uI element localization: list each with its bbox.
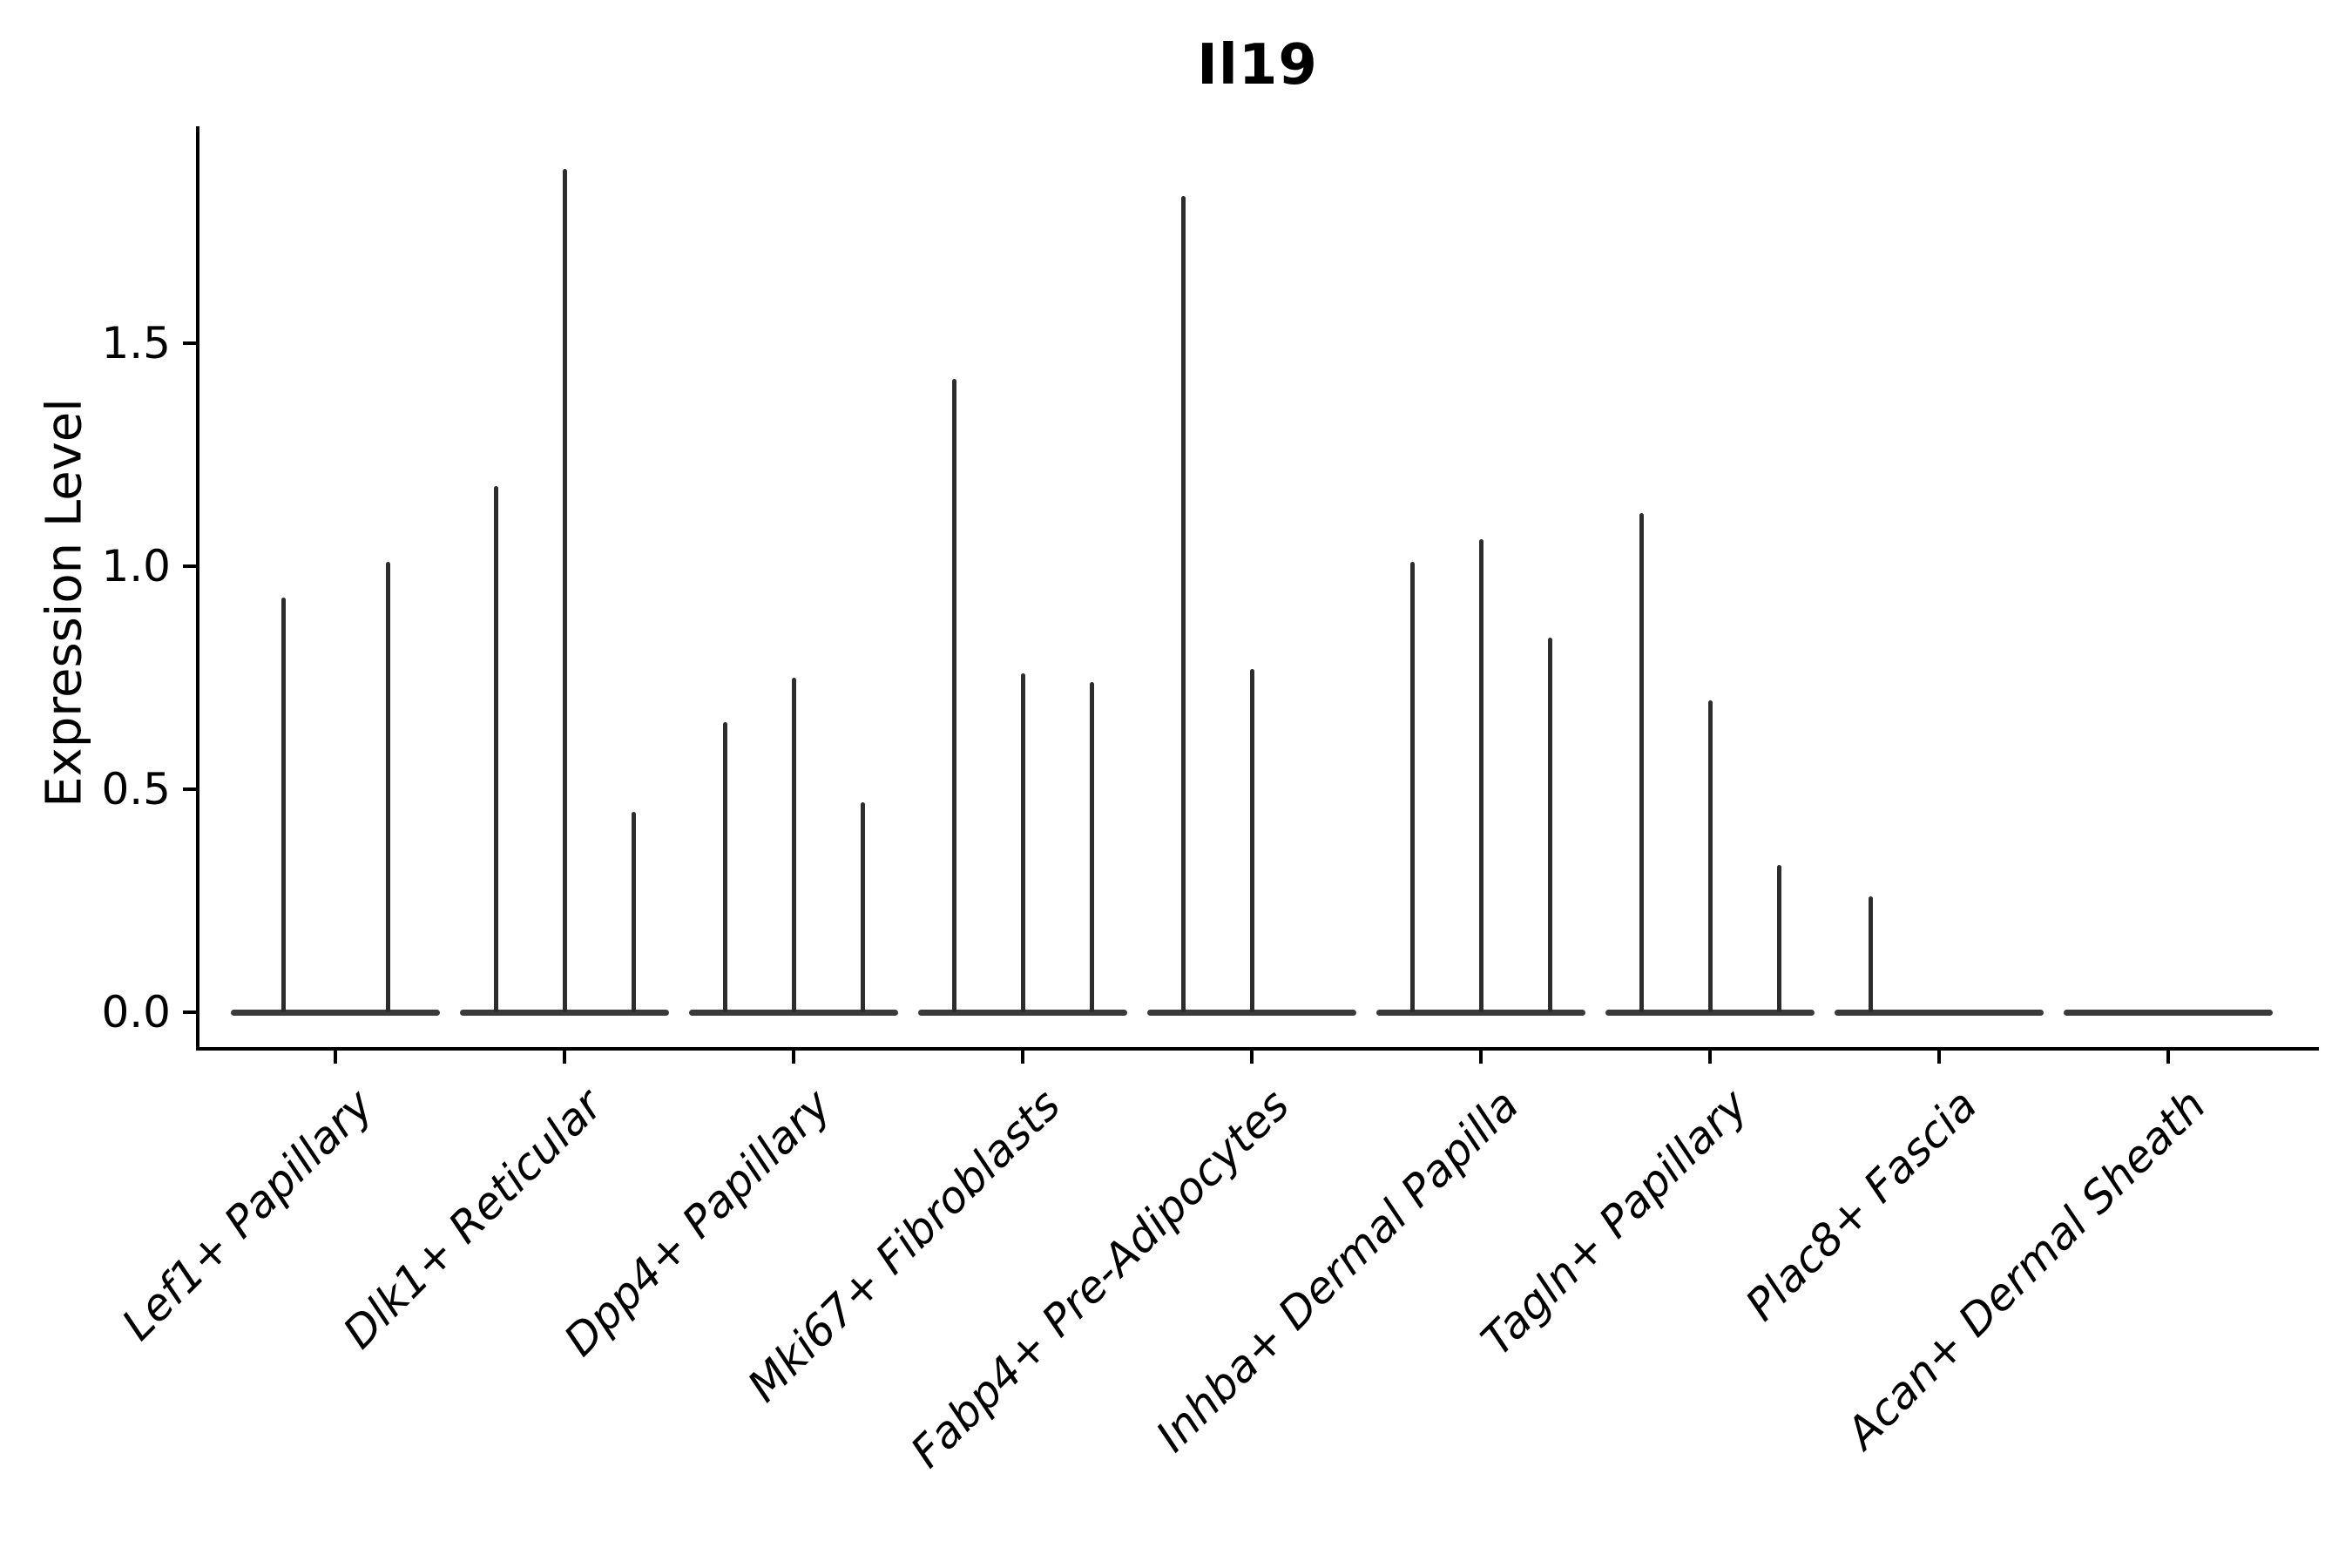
- figure-title: Il19: [1197, 33, 1318, 98]
- x-tick-label: Fabp4+ Pre-Adipocytes: [901, 1079, 1300, 1477]
- x-tick-label: Plac8+ Fascia: [1735, 1079, 1987, 1331]
- y-tick-label: 1.0: [101, 541, 171, 591]
- violin-spike: [723, 722, 727, 1012]
- x-tick: [1479, 1049, 1483, 1064]
- violin-spike: [1639, 513, 1644, 1012]
- violin-spike: [1479, 539, 1484, 1012]
- violin-spike: [563, 169, 567, 1012]
- y-axis-spine: [196, 126, 199, 1051]
- violin-baseline: [231, 1010, 440, 1016]
- y-tick: [183, 564, 198, 568]
- violin-spike: [952, 379, 956, 1012]
- violin-spike: [792, 678, 796, 1012]
- x-tick: [563, 1049, 566, 1064]
- violin-baseline: [689, 1010, 898, 1016]
- violin-spike: [1708, 700, 1713, 1012]
- violin-spike: [1021, 673, 1025, 1012]
- y-tick-label: 0.0: [101, 987, 171, 1037]
- violin-spike: [1777, 865, 1781, 1012]
- violin-spike: [1869, 896, 1873, 1012]
- violin-baseline: [1835, 1010, 2044, 1016]
- violin-spike: [494, 486, 498, 1012]
- violin-spike: [281, 598, 286, 1012]
- y-tick: [183, 341, 198, 345]
- y-tick-label: 0.5: [101, 764, 171, 814]
- violin-spike: [861, 802, 865, 1012]
- x-tick: [1250, 1049, 1254, 1064]
- y-tick-label: 1.5: [101, 318, 171, 368]
- violin-baseline: [918, 1010, 1127, 1016]
- y-tick: [183, 787, 198, 791]
- violin-baseline: [1376, 1010, 1585, 1016]
- violin-spike: [632, 812, 636, 1012]
- violin-baseline: [1605, 1010, 1815, 1016]
- violin-spike: [1090, 682, 1094, 1012]
- violin-spike: [1410, 562, 1415, 1012]
- x-tick: [1708, 1049, 1712, 1064]
- x-tick: [1937, 1049, 1941, 1064]
- violin-spike: [1250, 669, 1254, 1012]
- x-tick: [334, 1049, 337, 1064]
- violin-baseline: [1147, 1010, 1356, 1016]
- x-tick: [2166, 1049, 2170, 1064]
- violin-baseline: [2064, 1010, 2273, 1016]
- x-tick: [1021, 1049, 1024, 1064]
- violin-spike: [386, 562, 390, 1012]
- y-tick: [183, 1010, 198, 1014]
- x-axis-spine: [196, 1047, 2319, 1051]
- violin-baseline: [460, 1010, 669, 1016]
- violin-spike: [1181, 196, 1186, 1012]
- y-axis-label: Expression Level: [36, 398, 93, 808]
- x-tick: [792, 1049, 795, 1064]
- violin-spike: [1548, 638, 1552, 1012]
